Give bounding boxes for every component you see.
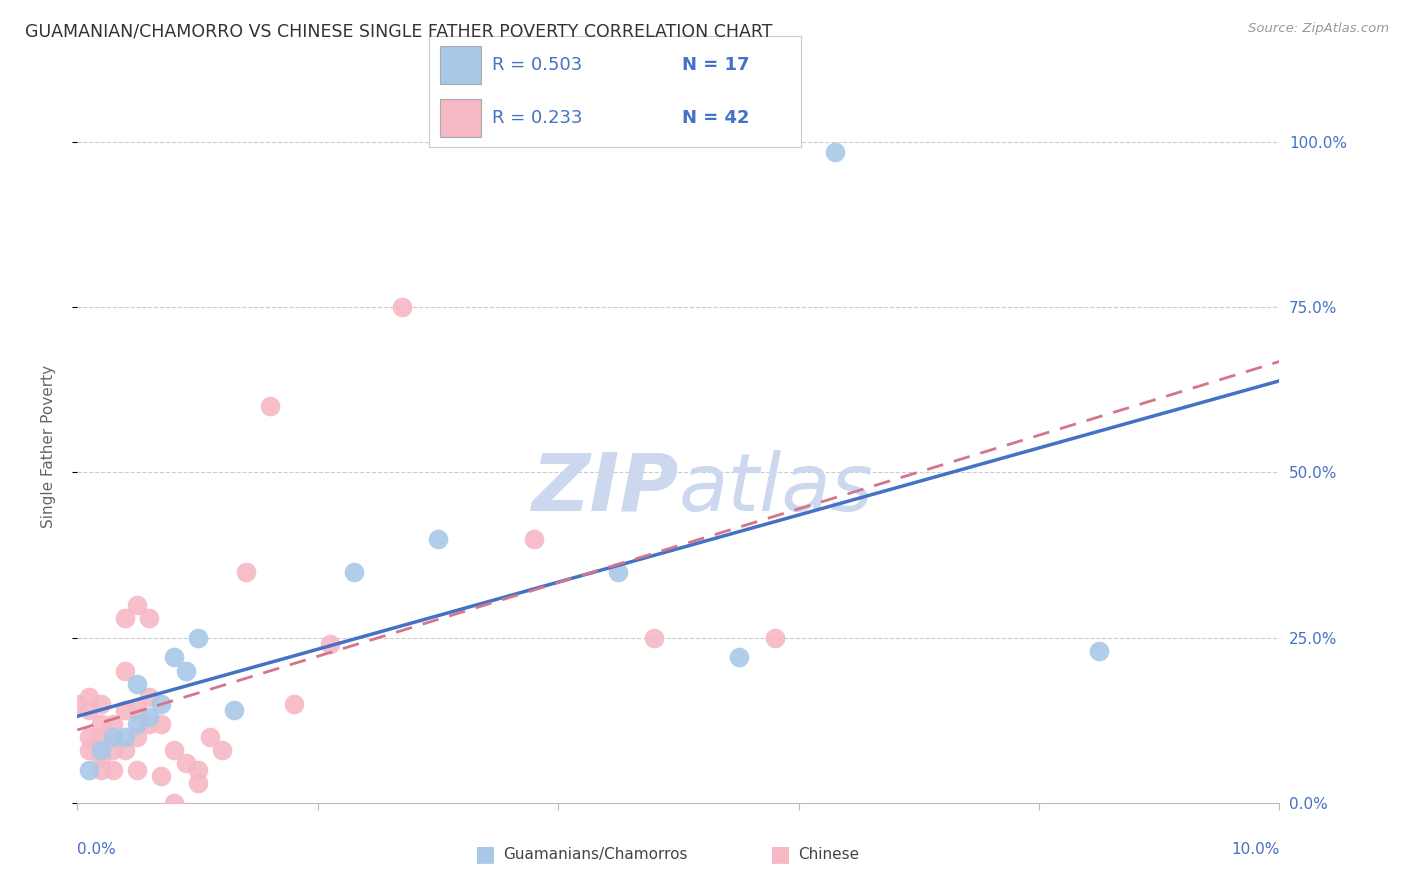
Point (763, 631, 786, 645)
Point (103, 716, 125, 731)
Point (127, 763, 149, 777)
Point (211, 743, 233, 757)
Point (198, 730, 221, 744)
Point (127, 677, 149, 691)
Point (1088, 644, 1111, 658)
Point (150, 769, 173, 783)
Point (90, 749, 112, 764)
Text: ■: ■ (475, 845, 495, 864)
Point (127, 598, 149, 612)
Point (150, 716, 173, 731)
Point (79, 690, 101, 704)
Point (727, 650, 749, 665)
Point (427, 532, 450, 546)
Bar (440, 99, 481, 137)
Point (90, 743, 112, 757)
Point (343, 565, 366, 579)
Point (114, 611, 136, 625)
Text: Chinese: Chinese (799, 847, 859, 862)
Point (162, 743, 184, 757)
Point (138, 710, 160, 724)
Point (127, 716, 149, 731)
Bar (440, 45, 481, 84)
Text: GUAMANIAN/CHAMORRO VS CHINESE SINGLE FATHER POVERTY CORRELATION CHART: GUAMANIAN/CHAMORRO VS CHINESE SINGLE FAT… (25, 22, 773, 40)
Point (90, 697, 112, 711)
Text: 10.0%: 10.0% (1232, 842, 1279, 857)
Text: Guamanians/Chamorros: Guamanians/Chamorros (503, 847, 688, 862)
Point (138, 690, 160, 704)
Point (127, 730, 149, 744)
Point (222, 703, 245, 717)
Point (187, 776, 209, 790)
Point (90, 716, 112, 731)
Point (607, 565, 630, 579)
Point (150, 697, 173, 711)
Y-axis label: Single Father Poverty: Single Father Poverty (42, 365, 56, 527)
Point (127, 703, 149, 717)
Point (187, 763, 209, 777)
Text: atlas: atlas (679, 450, 873, 528)
Point (523, 532, 546, 546)
Point (283, 697, 305, 711)
Text: R = 0.503: R = 0.503 (492, 55, 582, 74)
Text: ■: ■ (770, 845, 790, 864)
Point (90, 763, 112, 777)
Point (114, 703, 136, 717)
Text: 0.0%: 0.0% (77, 842, 117, 857)
Point (187, 631, 209, 645)
Point (103, 730, 125, 744)
Point (114, 730, 136, 744)
Point (79, 703, 101, 717)
Point (235, 565, 257, 579)
Point (138, 611, 160, 625)
Point (174, 756, 197, 771)
Point (643, 631, 665, 645)
Text: N = 42: N = 42 (682, 109, 749, 128)
Text: Source: ZipAtlas.com: Source: ZipAtlas.com (1249, 22, 1389, 36)
Point (66, 697, 89, 711)
Point (319, 637, 342, 651)
Point (259, 400, 281, 414)
Point (824, 145, 846, 159)
Text: ZIP: ZIP (531, 450, 679, 528)
Point (174, 664, 197, 678)
Point (162, 796, 184, 810)
Point (103, 763, 125, 777)
Point (79, 763, 101, 777)
Point (391, 300, 413, 314)
Point (114, 743, 136, 757)
Point (103, 743, 125, 757)
Point (79, 730, 101, 744)
Text: R = 0.233: R = 0.233 (492, 109, 582, 128)
Point (103, 730, 125, 744)
Text: N = 17: N = 17 (682, 55, 749, 74)
Point (162, 650, 184, 665)
Point (138, 716, 160, 731)
Point (114, 664, 136, 678)
Point (79, 743, 101, 757)
Point (90, 730, 112, 744)
